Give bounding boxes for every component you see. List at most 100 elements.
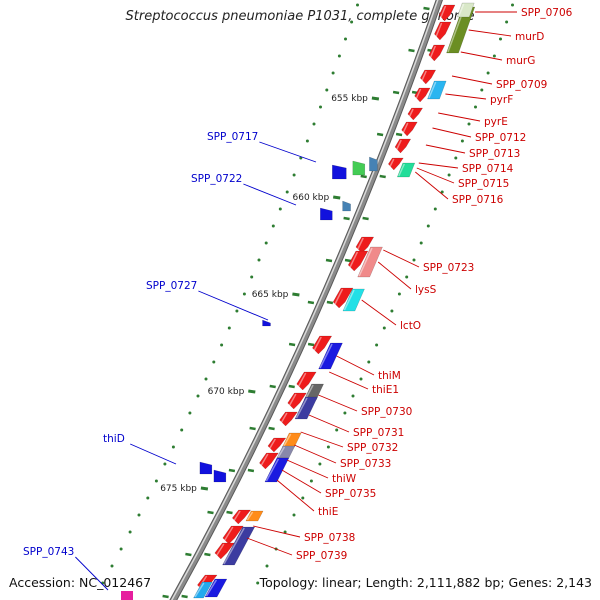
forward-gene-shine — [268, 438, 276, 450]
scale-tick — [332, 195, 341, 200]
label-leader — [418, 162, 459, 169]
guide-dot — [405, 275, 409, 279]
gene-block-shine — [343, 289, 355, 311]
label-leader — [300, 431, 344, 448]
label-leader — [253, 525, 301, 538]
guide-dot — [337, 54, 341, 58]
gene-block — [222, 526, 256, 566]
gene-label-forward: SPP_0733 — [340, 458, 391, 470]
guide-dot — [375, 343, 379, 347]
forward-gene — [428, 44, 446, 62]
guide-dot — [220, 343, 224, 347]
guide-dot — [292, 173, 296, 177]
gene-block — [396, 162, 416, 178]
forward-gene-shine — [429, 45, 436, 59]
guide-dot — [351, 394, 355, 398]
genome-summary-text: Topology: linear; Length: 2,111,882 bp; … — [259, 575, 592, 590]
guide-dot — [137, 513, 141, 517]
tick-mark — [408, 48, 415, 53]
gene-label-forward: SPP_0712 — [475, 132, 526, 144]
label-leader — [308, 414, 350, 433]
guide-dot — [350, 20, 354, 24]
accession-text: Accession: NC_012467 — [9, 575, 152, 590]
forward-gene-shine — [356, 237, 364, 251]
forward-gene — [267, 437, 287, 453]
label-leader — [383, 249, 420, 268]
forward-gene — [214, 542, 235, 560]
forward-gene — [347, 250, 369, 272]
forward-gene-shine — [389, 158, 395, 168]
gene-label-forward: SPP_0706 — [521, 7, 573, 19]
forward-gene — [296, 371, 317, 391]
forward-gene — [312, 335, 333, 355]
tick-mark — [226, 510, 233, 515]
gene-label-forward: pyrE — [484, 116, 508, 128]
gene-block-shine — [358, 247, 373, 277]
forward-gene — [434, 21, 452, 41]
guide-dot — [486, 71, 490, 75]
gene-label-reverse: thiD — [103, 433, 125, 445]
guide-dot — [305, 139, 309, 143]
forward-gene — [332, 287, 354, 309]
label-leader — [198, 290, 269, 321]
tick-mark — [325, 258, 333, 263]
gene-label-forward: murG — [506, 55, 535, 67]
reverse-gene — [213, 469, 227, 483]
scale-label: 660 kbp — [293, 193, 330, 203]
guide-dot — [146, 496, 150, 500]
label-leader — [377, 261, 412, 290]
gene-block — [427, 80, 447, 100]
gene-label-reverse: SPP_0717 — [207, 131, 258, 143]
gene-label-forward: SPP_0709 — [496, 79, 547, 91]
gene-label-forward: murD — [515, 31, 544, 43]
forward-gene — [387, 157, 404, 171]
tick-mark — [269, 384, 276, 389]
gene-label-forward: SPP_0730 — [361, 406, 412, 418]
tick-mark — [307, 300, 315, 305]
guide-dot — [326, 445, 330, 449]
guide-dot — [397, 292, 401, 296]
forward-gene — [394, 138, 412, 154]
reverse-gene — [199, 461, 213, 475]
guide-dot — [154, 479, 158, 483]
guide-dot — [278, 207, 282, 211]
guide-dot — [433, 207, 437, 211]
gene-block-shine — [295, 397, 308, 419]
guide-dot — [242, 292, 246, 296]
guide-dot — [454, 156, 458, 160]
guide-dot — [292, 513, 296, 517]
forward-gene — [259, 452, 279, 470]
forward-gene — [438, 4, 456, 22]
gene-label-forward: SPP_0731 — [353, 427, 404, 439]
gene-label-forward: SPP_0715 — [458, 178, 509, 190]
gene-block-shine — [458, 3, 465, 17]
label-leader — [281, 469, 322, 494]
guide-dot — [250, 275, 254, 279]
map-title: Streptococcus pneumoniae P1031, complete… — [125, 9, 475, 24]
reverse-gene — [342, 200, 351, 212]
guide-dot — [265, 564, 269, 568]
forward-gene-shine — [288, 393, 297, 407]
guide-dot — [367, 360, 371, 364]
guide-dot — [256, 581, 260, 585]
forward-gene-shine — [233, 510, 241, 522]
tick-mark — [288, 384, 295, 389]
reverse-gene — [262, 319, 271, 327]
guide-dot — [440, 190, 444, 194]
guide-dot — [235, 309, 239, 313]
tick-mark — [181, 594, 188, 599]
tick-mark — [344, 258, 352, 263]
forward-gene-shine — [333, 288, 344, 306]
scale-tick — [371, 96, 380, 101]
guide-dot — [319, 105, 322, 109]
scale-label: 665 kbp — [252, 290, 289, 300]
guide-dot — [212, 360, 216, 364]
forward-gene-shine — [421, 70, 427, 82]
tick-mark — [392, 90, 400, 95]
label-leader — [130, 443, 177, 465]
gene-label-forward: SPP_0723 — [423, 262, 474, 274]
guide-dot — [331, 71, 335, 75]
scale-label: 670 kbp — [208, 387, 245, 397]
